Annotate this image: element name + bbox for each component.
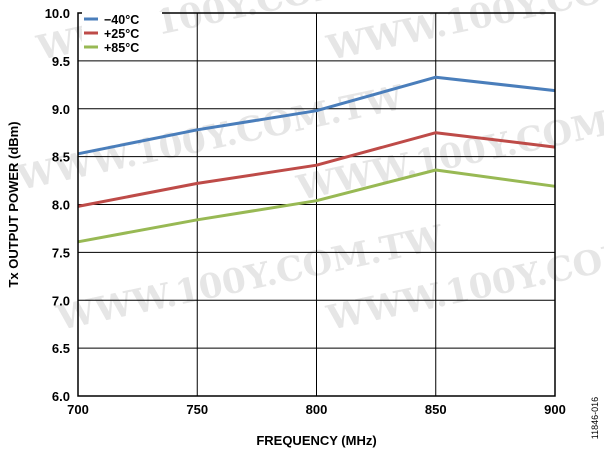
series-line-1 (77, 131, 556, 208)
series-line-0 (77, 75, 556, 156)
series-lines (77, 75, 556, 244)
legend-bg (82, 26, 162, 40)
x-tick-label: 700 (67, 402, 89, 417)
y-tick-label: 8.5 (52, 150, 70, 165)
y-tick-label: 6.5 (52, 341, 70, 356)
legend-label-2: +85°C (104, 41, 139, 55)
x-axis-tick-labels: 700 750 800 850 900 (67, 402, 566, 417)
y-tick-label: 7.5 (52, 245, 70, 260)
legend-bg (82, 12, 162, 26)
y-tick-label: 9.0 (52, 102, 70, 117)
series-line-2 (77, 168, 556, 244)
y-axis-tick-labels: 6.0 6.5 7.0 7.5 8.0 8.5 9.0 9.5 10.0 (45, 6, 70, 404)
y-tick-label: 10.0 (45, 6, 70, 21)
x-tick-label: 900 (544, 402, 566, 417)
legend-label-0: −40°C (104, 13, 139, 27)
figure-id: 11846-016 (590, 397, 600, 439)
y-tick-label: 7.0 (52, 293, 70, 308)
legend-bg (82, 40, 162, 54)
y-tick-label: 8.0 (52, 198, 70, 213)
y-tick-label: 6.0 (52, 389, 70, 404)
y-tick-label: 9.5 (52, 54, 70, 69)
y-axis-title: Tx OUTPUT POWER (dBm) (6, 121, 21, 287)
plot-border (77, 12, 556, 397)
x-tick-label: 800 (306, 402, 328, 417)
grid-lines (78, 13, 555, 396)
x-axis-title: FREQUENCY (MHz) (256, 433, 376, 448)
x-tick-label: 850 (425, 402, 447, 417)
watermark-text: WWW.100Y.COM.TW (323, 0, 604, 69)
legend: −40°C+25°C+85°C (82, 12, 162, 55)
x-tick-label: 750 (186, 402, 208, 417)
legend-label-1: +25°C (104, 27, 139, 41)
